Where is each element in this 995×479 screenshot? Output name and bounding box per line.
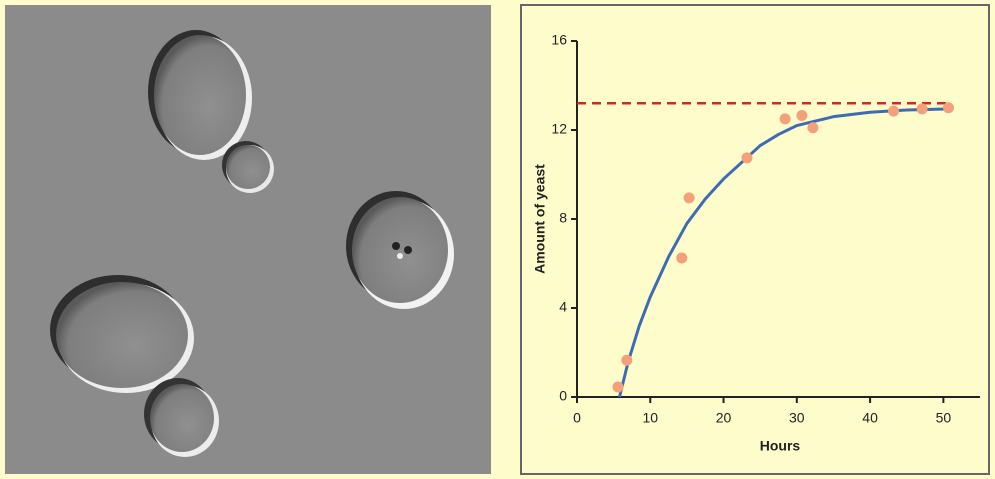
data-point (676, 252, 688, 264)
x-tick-label: 50 (936, 410, 952, 426)
x-tick-label: 10 (642, 410, 658, 426)
data-point (807, 122, 819, 134)
x-tick-label: 40 (862, 410, 878, 426)
y-tick-label: 16 (551, 32, 567, 48)
data-point (796, 110, 808, 122)
fit-curve (618, 107, 951, 398)
chart-panel (520, 4, 990, 475)
y-tick-label: 12 (551, 121, 567, 137)
data-point (612, 381, 624, 393)
data-point (916, 103, 928, 115)
y-axis-label: Amount of yeast (532, 164, 548, 274)
y-tick-label: 4 (559, 299, 567, 315)
data-point (683, 192, 695, 204)
x-tick-label: 30 (789, 410, 805, 426)
x-tick-label: 20 (716, 410, 732, 426)
micrograph (5, 5, 491, 474)
data-point (621, 354, 633, 366)
data-point (942, 102, 954, 114)
x-tick-label: 0 (573, 410, 581, 426)
data-point (779, 113, 791, 125)
y-tick-label: 8 (559, 210, 567, 226)
data-point (888, 105, 900, 117)
x-axis-label: Hours (760, 438, 801, 454)
data-point (741, 152, 753, 164)
y-tick-label: 0 (559, 388, 567, 404)
